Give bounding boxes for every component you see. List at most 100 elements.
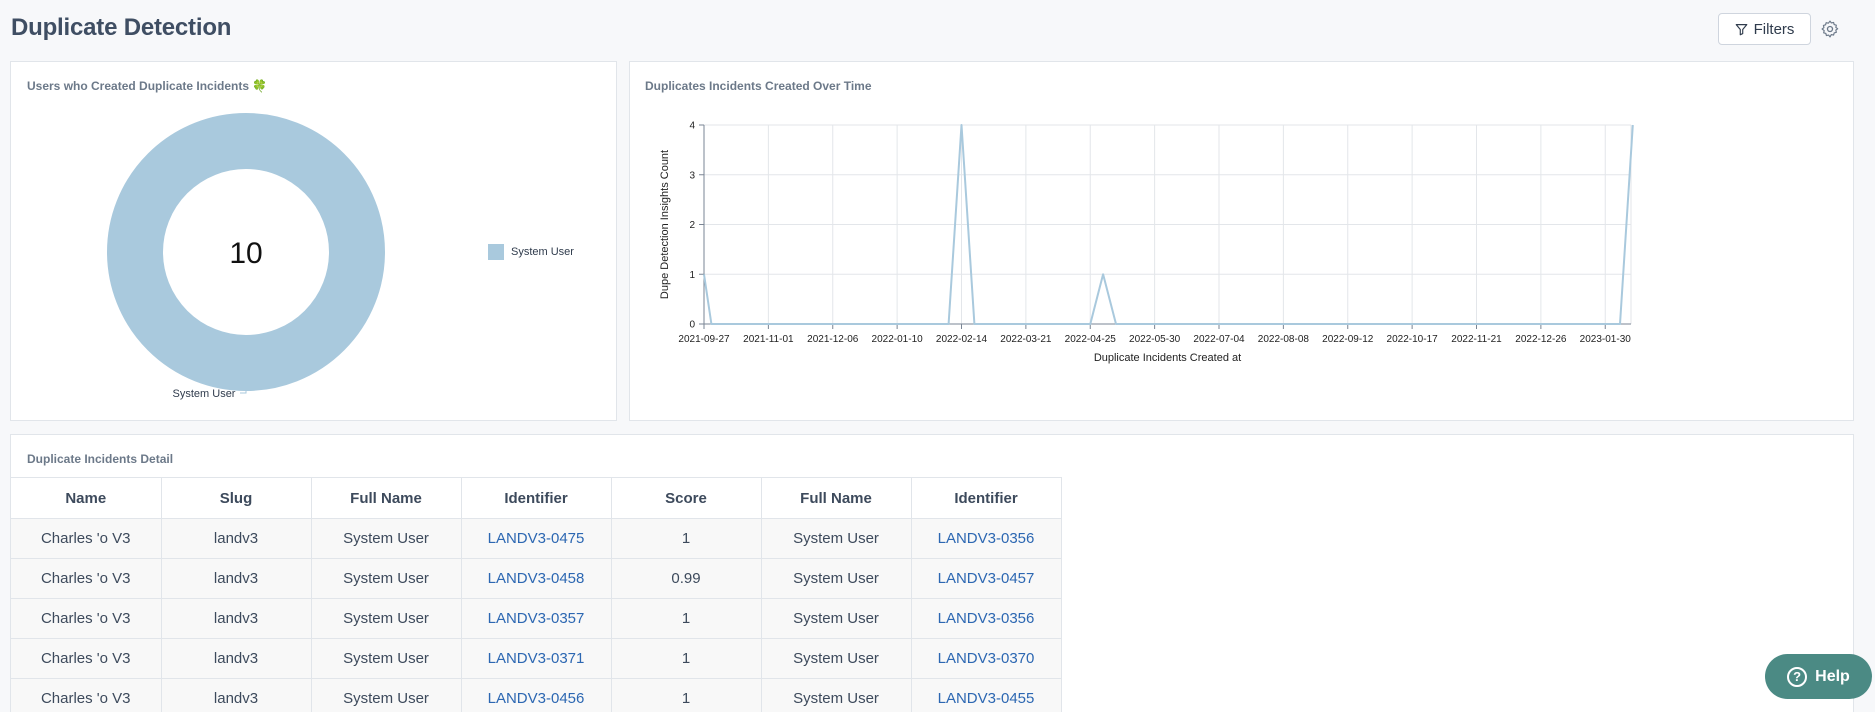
gear-icon[interactable] [1820, 19, 1840, 39]
table-row[interactable]: Charles 'o V3 landv3 System User LANDV3-045… [11, 678, 1062, 712]
cell-identifier[interactable]: LANDV3-0475 [461, 518, 612, 559]
table-row[interactable]: Charles 'o V3 landv3 System User LANDV3-047… [11, 518, 1062, 559]
cell-score: 0.99 [611, 558, 762, 599]
cell-full-name-2: System User [761, 678, 912, 712]
x-tick-label: 2022-08-08 [1258, 334, 1310, 345]
legend-swatch [488, 244, 504, 260]
cell-identifier-2[interactable]: LANDV3-0356 [911, 518, 1062, 559]
data-point[interactable] [1618, 322, 1622, 326]
cell-identifier-2[interactable]: LANDV3-0370 [911, 638, 1062, 679]
data-point[interactable] [1088, 322, 1092, 326]
table-row[interactable]: Charles 'o V3 landv3 System User LANDV3-037… [11, 638, 1062, 679]
x-tick-label: 2022-10-17 [1387, 334, 1439, 345]
y-tick-label: 4 [689, 121, 695, 132]
x-tick-label: 2022-11-21 [1451, 334, 1502, 345]
column-header-score[interactable]: Score [611, 477, 762, 519]
donut-card-title: Users who Created Duplicate Incidents 🍀 [27, 79, 268, 93]
data-point[interactable] [709, 322, 713, 326]
cell-score: 1 [611, 678, 762, 712]
cell-identifier[interactable]: LANDV3-0456 [461, 678, 612, 712]
line-card-title: Duplicates Incidents Created Over Time [645, 79, 872, 93]
table-card-title: Duplicate Incidents Detail [27, 452, 174, 466]
cell-full-name-2: System User [761, 558, 912, 599]
cell-identifier[interactable]: LANDV3-0357 [461, 598, 612, 639]
y-tick-label: 1 [689, 270, 695, 281]
cell-name: Charles 'o V3 [11, 678, 162, 712]
x-tick-label: 2022-04-25 [1065, 334, 1117, 345]
data-point[interactable] [1114, 322, 1118, 326]
cell-name: Charles 'o V3 [11, 518, 162, 559]
cell-score: 1 [611, 598, 762, 639]
help-label: Help [1815, 667, 1850, 685]
x-tick-label: 2022-09-12 [1322, 334, 1374, 345]
cell-identifier-2[interactable]: LANDV3-0356 [911, 598, 1062, 639]
cell-identifier[interactable]: LANDV3-0458 [461, 558, 612, 599]
column-header-full-name[interactable]: Full Name [311, 477, 462, 519]
x-axis-label: Duplicate Incidents Created at [1094, 352, 1241, 364]
legend-label: System User [511, 246, 574, 258]
help-icon: ? [1787, 666, 1808, 687]
column-header-identifier-2[interactable]: Identifier [911, 477, 1062, 519]
cell-slug: landv3 [161, 678, 312, 712]
table-row[interactable]: Charles 'o V3 landv3 System User LANDV3-045… [11, 558, 1062, 599]
donut-slice-system-user[interactable] [107, 113, 385, 391]
filters-label: Filters [1753, 20, 1795, 38]
x-tick-label: 2022-07-04 [1193, 334, 1245, 345]
x-tick-label: 2021-12-06 [807, 334, 859, 345]
column-header-identifier[interactable]: Identifier [461, 477, 612, 519]
page-header: Duplicate Detection Filters [0, 0, 1875, 58]
cell-score: 1 [611, 518, 762, 559]
cell-name: Charles 'o V3 [11, 558, 162, 599]
x-tick-label: 2022-02-14 [936, 334, 988, 345]
column-header-full-name-2[interactable]: Full Name [761, 477, 912, 519]
cell-identifier[interactable]: LANDV3-0371 [461, 638, 612, 679]
data-point[interactable] [702, 272, 706, 276]
table-row[interactable]: Charles 'o V3 landv3 System User LANDV3-035… [11, 598, 1062, 639]
donut-center-value: 10 [229, 237, 262, 270]
cell-name: Charles 'o V3 [11, 638, 162, 679]
cell-full-name: System User [311, 638, 462, 679]
data-point[interactable] [1631, 123, 1635, 127]
y-axis-label: Dupe Detection Insights Count [659, 150, 671, 299]
x-tick-label: 2022-01-10 [872, 334, 924, 345]
column-header-name[interactable]: Name [11, 477, 162, 519]
cell-slug: landv3 [161, 598, 312, 639]
x-tick-label: 2022-12-26 [1515, 334, 1567, 345]
filters-button[interactable]: Filters [1718, 13, 1811, 45]
cell-identifier-2[interactable]: LANDV3-0457 [911, 558, 1062, 599]
y-tick-label: 0 [689, 320, 695, 331]
x-tick-label: 2022-05-30 [1129, 334, 1181, 345]
y-tick-label: 3 [689, 170, 695, 181]
x-tick-label: 2023-01-30 [1580, 334, 1632, 345]
donut-chart: 10 System User [107, 113, 385, 400]
cell-full-name: System User [311, 678, 462, 712]
x-tick-label: 2022-03-21 [1000, 334, 1052, 345]
donut-legend[interactable]: System User [488, 244, 574, 260]
line-chart: 0 1 2 3 4 2021-09-27 2021-11-01 2021-12-06 2022-… [659, 121, 1635, 364]
cell-slug: landv3 [161, 518, 312, 559]
series-line[interactable] [703, 124, 1634, 325]
page-title: Duplicate Detection [11, 14, 232, 41]
filter-icon [1735, 23, 1747, 35]
column-header-slug[interactable]: Slug [161, 477, 312, 519]
data-point[interactable] [960, 123, 964, 127]
cell-score: 1 [611, 638, 762, 679]
data-point[interactable] [1603, 322, 1607, 326]
donut-slice-label: System User [173, 388, 236, 400]
duplicate-incidents-table: Name Slug Full Name Identifier Score Full Nam… [11, 477, 1062, 712]
y-tick-label: 2 [689, 220, 695, 231]
cell-full-name-2: System User [761, 638, 912, 679]
cell-name: Charles 'o V3 [11, 598, 162, 639]
cell-full-name-2: System User [761, 518, 912, 559]
cell-full-name: System User [311, 558, 462, 599]
cell-slug: landv3 [161, 638, 312, 679]
x-tick-label: 2021-11-01 [743, 334, 794, 345]
table-card: Duplicate Incidents Detail Name Slug Full … [10, 434, 1854, 712]
help-button[interactable]: ? Help [1765, 654, 1872, 699]
cell-identifier-2[interactable]: LANDV3-0455 [911, 678, 1062, 712]
slice-label-leader [240, 388, 247, 394]
data-point[interactable] [972, 322, 976, 326]
cell-full-name: System User [311, 598, 462, 639]
data-point[interactable] [947, 322, 951, 326]
data-point[interactable] [1101, 272, 1105, 276]
